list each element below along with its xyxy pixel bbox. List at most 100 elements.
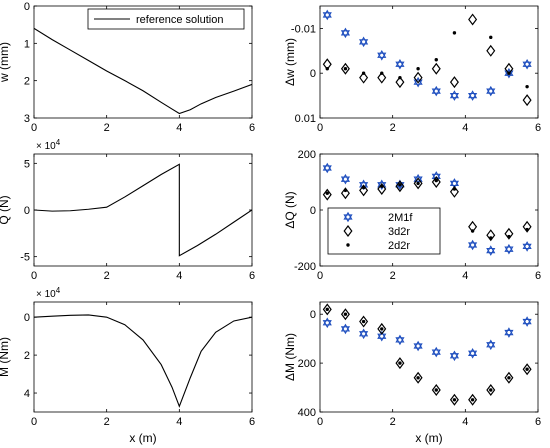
x-tick-label: 0 — [31, 270, 37, 282]
series-line-0 — [34, 163, 252, 257]
legend-box — [87, 8, 245, 30]
chart-dM: 0 2 4 6 0 200 400 ΔM (Nm) x (m) — [283, 301, 541, 445]
x-tick-label: 4 — [176, 122, 182, 134]
y-tick-label: -5 — [20, 252, 30, 264]
x-tick-label: 6 — [535, 270, 541, 282]
point-hexagram — [449, 350, 460, 362]
point-hexagram — [431, 346, 441, 358]
point-diamond — [413, 177, 423, 190]
point-dot — [325, 67, 329, 71]
point-dot — [489, 236, 493, 240]
point-hexagram — [340, 173, 351, 185]
x-tick-label: 0 — [317, 122, 323, 134]
point-dot — [325, 191, 329, 195]
point-diamond — [449, 185, 459, 198]
point-dot — [416, 376, 420, 380]
y-tick-label: 0 — [310, 68, 316, 80]
point-dot — [398, 75, 402, 80]
x-tick-label: 6 — [249, 270, 255, 282]
chart-w: 0 2 4 6 0 1 2 3 w (mm) reference solution — [0, 1, 255, 134]
axes-frame — [33, 153, 253, 267]
y-tick-label: 3 — [24, 113, 30, 125]
point-diamond — [522, 94, 532, 107]
y-axis-label: w (mm) — [0, 42, 11, 83]
point-dot — [434, 178, 438, 183]
y-tick-label: 0 — [310, 205, 316, 217]
point-dot — [416, 67, 420, 71]
point-dot — [470, 398, 475, 402]
point-dot — [507, 71, 511, 75]
point-diamond — [359, 71, 369, 84]
plot-area — [322, 9, 532, 107]
axes-frame — [319, 301, 539, 413]
point-diamond — [322, 303, 332, 316]
plot-area — [322, 303, 532, 406]
legend-label: 2d2r — [388, 240, 410, 252]
point-dot — [398, 361, 402, 365]
point-hexagram — [431, 171, 441, 182]
x-axis-label: x (m) — [129, 431, 156, 445]
x-tick-label: 0 — [31, 416, 37, 428]
x-tick-label: 6 — [249, 122, 255, 134]
y-tick-label: -0.01 — [291, 23, 316, 35]
series-line-0 — [34, 314, 252, 408]
point-dot — [452, 187, 457, 191]
y-tick-label: 1 — [24, 38, 30, 50]
point-hexagram — [449, 90, 460, 101]
point-dot — [525, 227, 529, 232]
point-hexagram — [377, 49, 387, 61]
y-tick-label: 0 — [24, 312, 30, 324]
x-tick-label: 6 — [249, 416, 255, 428]
plot-area — [34, 27, 252, 115]
point-diamond — [413, 71, 423, 84]
y-tick-label: 0 — [24, 1, 30, 13]
point-diamond — [522, 363, 532, 376]
x-tick-label: 4 — [462, 122, 468, 134]
x-tick-label: 2 — [390, 122, 396, 134]
x-tick-label: 4 — [462, 270, 468, 282]
y-axis-label: M (Nm) — [0, 337, 11, 377]
point-hexagram — [468, 239, 478, 251]
point-dot — [452, 398, 457, 402]
x-tick-label: 4 — [462, 416, 468, 428]
plot-area — [322, 162, 532, 256]
point-dot — [489, 35, 493, 40]
point-diamond — [431, 176, 441, 188]
axes-frame — [319, 5, 539, 119]
legend-marker — [343, 225, 353, 237]
legend-label: 2M1f — [388, 212, 413, 224]
point-dot — [398, 183, 402, 187]
y-tick-label: 200 — [298, 149, 316, 161]
point-dot — [380, 327, 384, 331]
y-axis-label: Δw (mm) — [283, 38, 297, 86]
point-diamond — [504, 227, 514, 240]
y-tick-label: 0 — [310, 309, 316, 321]
point-dot — [343, 67, 348, 71]
point-dot — [434, 388, 438, 392]
y-axis-label: ΔM (Nm) — [283, 333, 297, 381]
point-diamond — [468, 393, 478, 406]
x-axis-label: x (m) — [415, 431, 442, 445]
point-dot — [525, 367, 529, 371]
point-hexagram — [468, 348, 478, 359]
point-hexagram — [395, 334, 405, 346]
point-diamond — [431, 384, 441, 396]
point-dot — [434, 58, 438, 62]
point-hexagram — [322, 317, 332, 329]
point-diamond — [377, 71, 387, 84]
point-diamond — [340, 308, 350, 321]
x-tick-label: 0 — [317, 416, 323, 428]
x-tick-label: 6 — [535, 122, 541, 134]
chart-M: 0 2 4 6 0 2 4 × 104 M (Nm) x (m) — [0, 286, 255, 445]
x-tick-label: 2 — [390, 270, 396, 282]
point-dot — [416, 181, 420, 186]
y-tick-label: 4 — [24, 388, 30, 400]
point-hexagram — [395, 58, 405, 70]
y-axis-label: ΔQ (N) — [283, 191, 297, 228]
x-tick-label: 6 — [535, 416, 541, 428]
point-hexagram — [522, 241, 532, 252]
point-dot — [452, 31, 457, 35]
axes-frame — [33, 301, 253, 413]
